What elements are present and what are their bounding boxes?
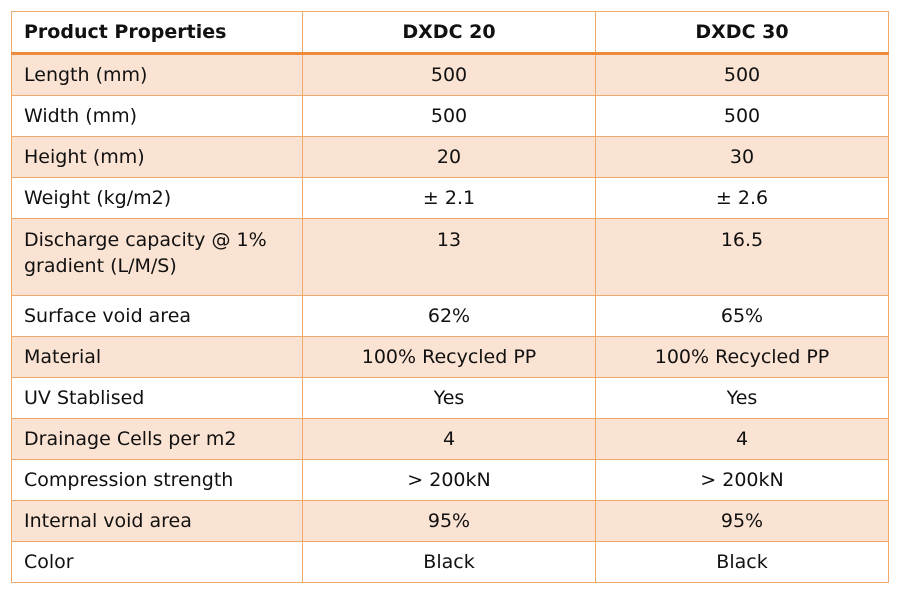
dxdc30-cell: 30 — [595, 136, 889, 178]
dxdc30-cell: 4 — [595, 418, 889, 460]
dxdc30-cell: ± 2.6 — [595, 177, 889, 219]
property-cell: Weight (kg/m2) — [11, 177, 303, 219]
dxdc20-cell: Yes — [302, 377, 596, 419]
dxdc20-cell: Black — [302, 541, 596, 583]
table-row: Width (mm) 500 500 — [11, 95, 889, 137]
table-row: Material 100% Recycled PP 100% Recycled … — [11, 336, 889, 378]
property-cell: UV Stablised — [11, 377, 303, 419]
header-dxdc-20: DXDC 20 — [302, 11, 596, 55]
property-cell: Width (mm) — [11, 95, 303, 137]
property-cell: Internal void area — [11, 500, 303, 542]
product-properties-table-container: Product Properties DXDC 20 DXDC 30 Lengt… — [11, 11, 889, 583]
table-row: Discharge capacity @ 1% gradient (L/M/S)… — [11, 218, 889, 296]
table-row: Compression strength > 200kN > 200kN — [11, 459, 889, 501]
table-row: Height (mm) 20 30 — [11, 136, 889, 178]
property-cell: Color — [11, 541, 303, 583]
dxdc20-cell: 20 — [302, 136, 596, 178]
table-row: Surface void area 62% 65% — [11, 295, 889, 337]
dxdc30-cell: 500 — [595, 53, 889, 96]
property-cell: Drainage Cells per m2 — [11, 418, 303, 460]
dxdc20-cell: 95% — [302, 500, 596, 542]
dxdc20-cell: ± 2.1 — [302, 177, 596, 219]
header-dxdc-30: DXDC 30 — [595, 11, 889, 55]
table-header-row: Product Properties DXDC 20 DXDC 30 — [11, 11, 889, 55]
dxdc30-cell: Yes — [595, 377, 889, 419]
dxdc30-cell: 16.5 — [595, 218, 889, 296]
property-cell: Length (mm) — [11, 53, 303, 96]
dxdc20-cell: 500 — [302, 53, 596, 96]
table-row: Length (mm) 500 500 — [11, 53, 889, 96]
dxdc20-cell: 13 — [302, 218, 596, 296]
dxdc20-cell: 62% — [302, 295, 596, 337]
table-row: Weight (kg/m2) ± 2.1 ± 2.6 — [11, 177, 889, 219]
dxdc20-cell: 4 — [302, 418, 596, 460]
property-cell: Material — [11, 336, 303, 378]
property-cell: Discharge capacity @ 1% gradient (L/M/S) — [11, 218, 303, 296]
property-cell: Surface void area — [11, 295, 303, 337]
table-row: Internal void area 95% 95% — [11, 500, 889, 542]
dxdc20-cell: 100% Recycled PP — [302, 336, 596, 378]
property-cell: Height (mm) — [11, 136, 303, 178]
header-product-properties: Product Properties — [11, 11, 303, 55]
dxdc20-cell: > 200kN — [302, 459, 596, 501]
dxdc30-cell: > 200kN — [595, 459, 889, 501]
dxdc30-cell: Black — [595, 541, 889, 583]
table-row: UV Stablised Yes Yes — [11, 377, 889, 419]
product-properties-table: Product Properties DXDC 20 DXDC 30 Lengt… — [11, 11, 889, 583]
dxdc30-cell: 65% — [595, 295, 889, 337]
table-row: Drainage Cells per m2 4 4 — [11, 418, 889, 460]
table-row: Color Black Black — [11, 541, 889, 583]
property-cell: Compression strength — [11, 459, 303, 501]
dxdc30-cell: 100% Recycled PP — [595, 336, 889, 378]
dxdc30-cell: 500 — [595, 95, 889, 137]
dxdc30-cell: 95% — [595, 500, 889, 542]
dxdc20-cell: 500 — [302, 95, 596, 137]
